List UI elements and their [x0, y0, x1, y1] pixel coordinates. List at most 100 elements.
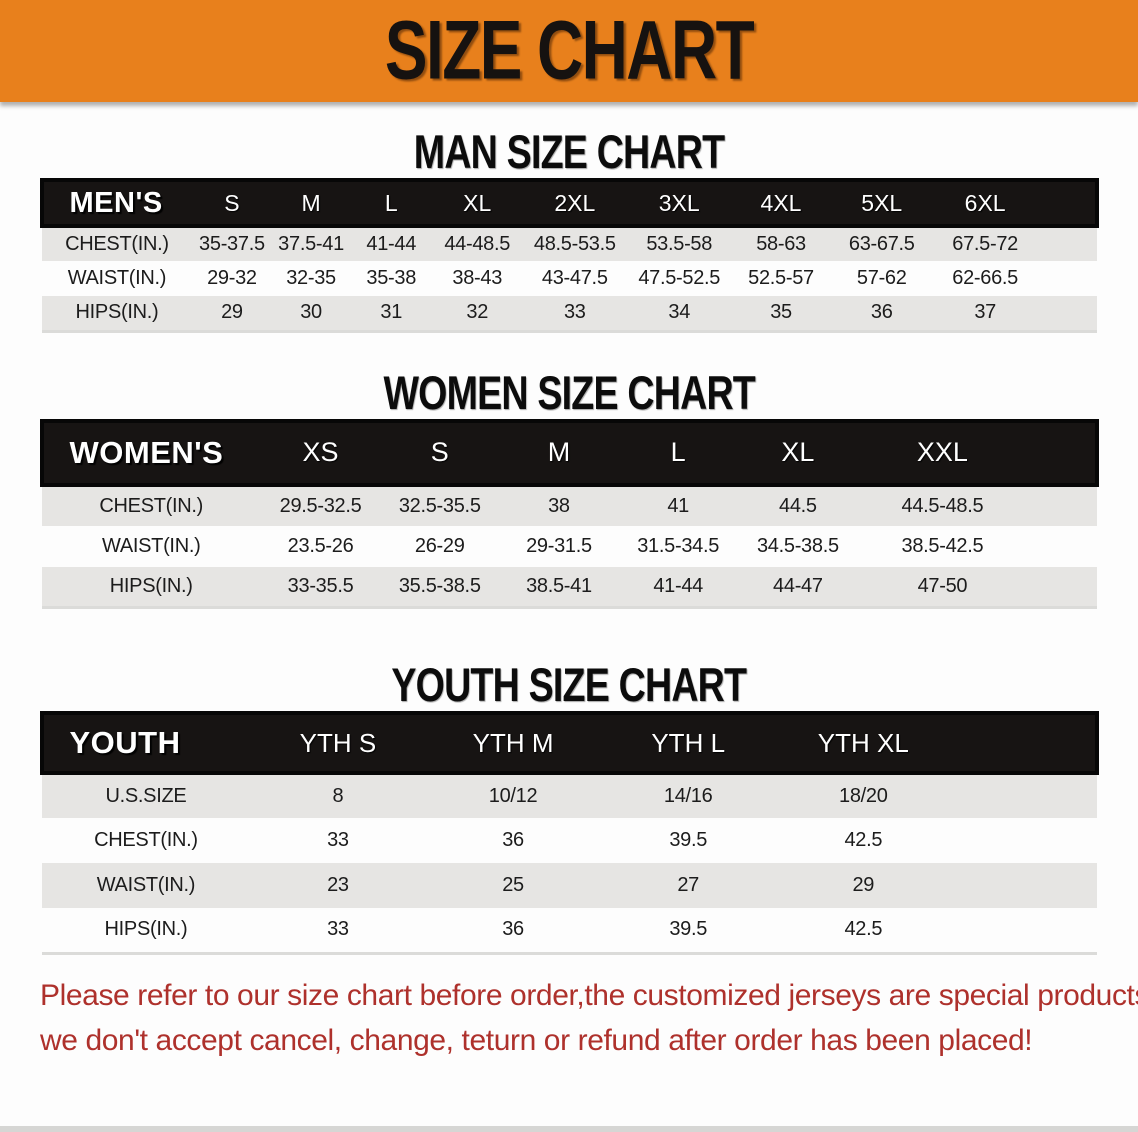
size-value-cell: 29: [852, 874, 875, 896]
size-value-cell: 34: [627, 296, 732, 333]
size-value-cell: 23.5-26: [287, 534, 354, 557]
size-value-cell: 23: [327, 874, 349, 896]
size-value-cell: 29: [192, 296, 272, 333]
table-title-cell: WOMEN'S: [39, 418, 261, 487]
table-header-row: MEN'S S M L XL 2XL 3XL 4XL 5XL 6XL: [39, 178, 1099, 228]
size-value-cell: 36: [425, 908, 601, 955]
youth-size-section: YOUTH SIZE CHART YOUTH YTH S YTH M YTH L YTH…: [0, 659, 1138, 955]
filler-cell: [1027, 526, 1097, 567]
men-section-heading-text: MAN SIZE CHART: [413, 125, 725, 178]
size-column-header: XXL: [858, 418, 1027, 487]
size-value-cell: 47-50: [858, 566, 1027, 609]
size-value-cell: 14/16: [600, 771, 776, 818]
size-value-cell: 18/20: [775, 771, 951, 818]
size-column-header: S: [192, 178, 272, 228]
size-value-cell: 36: [830, 296, 933, 333]
size-column-header: XL: [431, 178, 523, 228]
size-value-cell: 67.5-72: [932, 224, 1038, 261]
table-header-row: YOUTH YTH S YTH M YTH L YTH XL: [39, 711, 1099, 775]
row-label: WAIST(IN.): [67, 267, 167, 289]
table-row: CHEST(IN.) 33 36 39.5 42.5: [41, 818, 1097, 863]
filler-cell: [1037, 178, 1099, 228]
size-column-header: 4XL: [731, 178, 831, 228]
size-value-cell: 41-44: [618, 566, 738, 609]
filler-cell: [1037, 261, 1096, 296]
size-value-cell: 38.5-41: [499, 566, 619, 609]
women-section-heading: WOMEN SIZE CHART: [0, 365, 1138, 419]
size-value-cell: 33: [327, 829, 349, 851]
size-value-cell: 35.5-38.5: [380, 566, 500, 609]
size-value-cell: 25: [502, 874, 524, 896]
youth-section-heading-text: YOUTH SIZE CHART: [391, 658, 748, 711]
banner-title: SIZE CHART: [384, 4, 755, 97]
size-value-cell: 53.5-58: [627, 224, 732, 261]
table-row: CHEST(IN.) 35-37.5 37.5-41 41-44 44-48.5 48.5…: [41, 224, 1097, 261]
size-value-cell: 29-31.5: [526, 534, 592, 557]
filler-cell: [951, 863, 1097, 908]
size-column-header: YTH L: [600, 711, 776, 775]
row-label: HIPS(IN.): [41, 566, 261, 609]
size-value-cell: 38-43: [452, 267, 503, 289]
row-label: WAIST(IN.): [96, 874, 196, 896]
size-value-cell: 42.5: [844, 829, 883, 851]
size-column-header: XS: [260, 418, 381, 487]
size-column-header: YTH M: [425, 711, 601, 775]
womens-size-table: WOMEN'S XS S M L XL XXL CHEST(IN.) 29.5-32.5 32.5…: [39, 418, 1099, 609]
row-label: CHEST(IN.): [41, 482, 261, 526]
size-value-cell: 34.5-38.5: [756, 534, 839, 557]
size-value-cell: 62-66.5: [952, 267, 1018, 289]
size-value-cell: 33: [250, 908, 426, 955]
size-value-cell: 27: [677, 874, 700, 896]
size-value-cell: 58-63: [731, 224, 831, 261]
women-size-section: WOMEN SIZE CHART WOMEN'S XS S M L XL XXL CHEST(…: [0, 365, 1138, 609]
size-value-cell: 32.5-35.5: [380, 482, 500, 526]
row-label: CHEST(IN.): [94, 829, 198, 851]
size-value-cell: 31.5-34.5: [637, 534, 720, 557]
women-section-heading-text: WOMEN SIZE CHART: [383, 365, 755, 419]
filler-cell: [950, 908, 1097, 955]
size-column-header: S: [380, 418, 500, 487]
filler-cell: [1037, 296, 1097, 333]
size-value-cell: 38.5-42.5: [901, 534, 984, 557]
size-column-header: M: [499, 418, 619, 487]
size-value-cell: 30: [271, 296, 351, 333]
row-label: WAIST(IN.): [101, 534, 201, 557]
size-column-header: XL: [737, 418, 859, 487]
size-value-cell: 36: [502, 829, 524, 851]
size-value-cell: 48.5-53.5: [522, 224, 627, 261]
size-value-cell: 43-47.5: [541, 267, 608, 289]
size-column-header: YTH XL: [775, 711, 951, 775]
men-size-section: MAN SIZE CHART MEN'S S M L XL 2XL 3XL 4XL 5XL 6XL…: [0, 126, 1138, 333]
youth-section-heading: YOUTH SIZE CHART: [0, 659, 1138, 711]
size-value-cell: 44.5: [737, 482, 859, 526]
size-value-cell: 31: [350, 296, 432, 333]
filler-cell: [950, 771, 1097, 818]
size-value-cell: 8: [250, 771, 426, 818]
filler-cell: [1026, 482, 1097, 526]
size-value-cell: 63-67.5: [830, 224, 933, 261]
table-row: HIPS(IN.) 33 36 39.5 42.5: [41, 908, 1097, 955]
row-label: U.S.SIZE: [41, 771, 251, 818]
size-value-cell: 39.5: [669, 829, 708, 851]
size-value-cell: 52.5-57: [748, 267, 814, 289]
size-value-cell: 37.5-41: [271, 224, 351, 261]
size-value-cell: 10/12: [425, 771, 601, 818]
table-row: WAIST(IN.) 23.5-26 26-29 29-31.5 31.5-34.5 34…: [41, 525, 1097, 567]
size-column-header: M: [271, 178, 351, 228]
size-value-cell: 44.5-48.5: [858, 482, 1027, 526]
table-row: U.S.SIZE 8 10/12 14/16 18/20: [41, 771, 1097, 818]
filler-cell: [950, 711, 1099, 775]
youth-size-table: YOUTH YTH S YTH M YTH L YTH XL U.S.SIZE 8 10/12…: [39, 711, 1099, 955]
size-value-cell: 29-32: [207, 267, 257, 289]
size-value-cell: 33-35.5: [260, 566, 381, 609]
size-value-cell: 32-35: [286, 267, 336, 289]
size-value-cell: 32: [431, 296, 523, 333]
men-section-heading: MAN SIZE CHART: [0, 126, 1138, 178]
size-column-header: YTH S: [250, 711, 426, 775]
table-row: WAIST(IN.) 29-32 32-35 35-38 38-43 43-47.5 47.…: [41, 261, 1097, 296]
bottom-edge-divider: [0, 1126, 1138, 1132]
size-value-cell: 35: [731, 296, 831, 333]
size-value-cell: 44-47: [737, 566, 859, 609]
size-value-cell: 35-37.5: [192, 224, 272, 261]
size-value-cell: 47.5-52.5: [638, 267, 721, 289]
